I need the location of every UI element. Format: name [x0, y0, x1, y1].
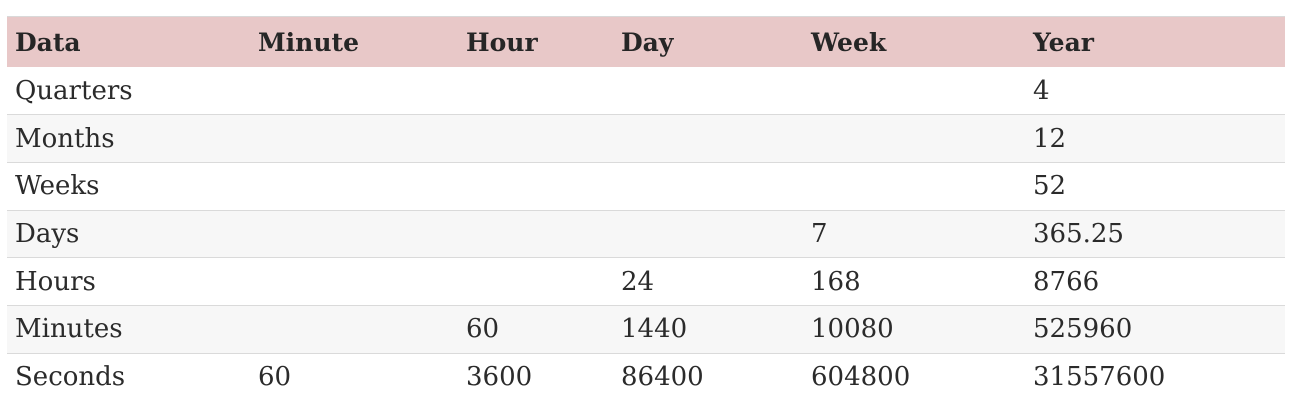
- table-cell: [803, 67, 1025, 115]
- table-row: Seconds 60 3600 86400 604800 31557600: [7, 353, 1285, 401]
- table-cell: 10080: [811, 314, 894, 345]
- table-cell: Months: [15, 123, 115, 154]
- table-cell: [250, 210, 458, 258]
- time-conversion-table-container: Data Minute Hour Day Week Year Quarters …: [7, 16, 1285, 401]
- table-cell: Hours: [15, 266, 96, 297]
- table-cell: 31557600: [1033, 362, 1166, 393]
- table-cell: 60: [258, 362, 292, 393]
- table-cell: 525960: [1033, 314, 1133, 345]
- table-cell: [458, 162, 613, 210]
- table-body: Quarters 4 Months 12 Weeks: [7, 67, 1285, 401]
- table-cell: [250, 258, 458, 306]
- table-cell: Weeks: [15, 171, 100, 202]
- table-cell: [250, 162, 458, 210]
- table-cell: [458, 210, 613, 258]
- table-cell: 24: [621, 266, 655, 297]
- table-cell: [250, 115, 458, 163]
- table-cell: [613, 115, 803, 163]
- table-row: Months 12: [7, 114, 1285, 163]
- header-week: Week: [811, 27, 887, 57]
- table-row: Hours 24 168 8766: [7, 257, 1285, 306]
- table-cell: [613, 67, 803, 115]
- table-cell: [250, 305, 458, 353]
- table-cell: 52: [1033, 171, 1067, 202]
- table-cell: 3600: [466, 362, 533, 393]
- header-data: Data: [15, 27, 81, 57]
- table-cell: [803, 115, 1025, 163]
- header-year: Year: [1033, 27, 1094, 57]
- table-cell: [803, 162, 1025, 210]
- header-row: Data Minute Hour Day Week Year: [7, 17, 1285, 67]
- table-cell: 8766: [1033, 266, 1100, 297]
- time-conversion-table: Data Minute Hour Day Week Year Quarters …: [7, 17, 1285, 401]
- table-row: Weeks 52: [7, 162, 1285, 211]
- table-row: Days 7 365.25: [7, 210, 1285, 258]
- table-cell: 365.25: [1033, 218, 1124, 249]
- table-row: Quarters 4: [7, 67, 1285, 115]
- table-cell: 7: [811, 218, 828, 249]
- table-cell: [613, 210, 803, 258]
- table-cell: Quarters: [15, 75, 133, 106]
- table-cell: 12: [1033, 123, 1067, 154]
- table-cell: 86400: [621, 362, 704, 393]
- table-row: Minutes 60 1440 10080 525960: [7, 305, 1285, 354]
- table-cell: [458, 115, 613, 163]
- table-cell: Minutes: [15, 314, 123, 345]
- table-cell: 4: [1033, 75, 1050, 106]
- table-cell: 604800: [811, 362, 911, 393]
- table-cell: [613, 162, 803, 210]
- header-minute: Minute: [258, 27, 359, 57]
- table-cell: [250, 67, 458, 115]
- table-header: Data Minute Hour Day Week Year: [7, 17, 1285, 67]
- table-cell: Seconds: [15, 362, 126, 393]
- table-cell: [458, 67, 613, 115]
- table-cell: Days: [15, 218, 80, 249]
- table-cell: 60: [466, 314, 500, 345]
- table-cell: 1440: [621, 314, 688, 345]
- table-cell: [458, 258, 613, 306]
- table-cell: 168: [811, 266, 861, 297]
- header-day: Day: [621, 27, 674, 57]
- header-hour: Hour: [466, 27, 538, 57]
